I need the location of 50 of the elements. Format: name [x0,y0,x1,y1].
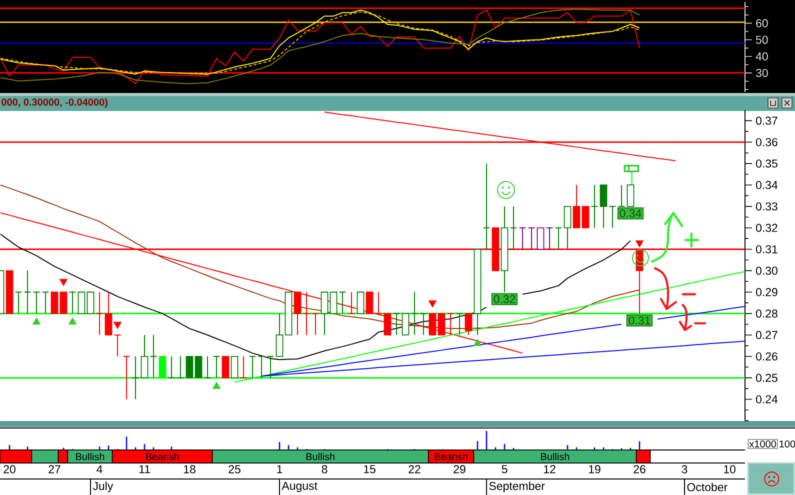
x-tick-label: 25 [228,465,240,474]
y-tick-label: 0.37 [756,116,778,125]
x-tick-label: 1 [277,465,282,474]
y-tick-label: 60 [756,19,768,28]
x-tick-label: 15 [364,465,376,474]
series-label: Bearish [434,452,468,460]
y-tick-label: 0.32 [756,224,778,232]
y-tick-label: 0.27 [756,330,778,340]
series-label: Bearish [146,452,179,460]
text: August [282,482,318,492]
annotation: 0.32 [494,295,516,304]
y-tick-label: 0.35 [756,159,778,168]
text: October [687,482,728,492]
y-tick-label: 0.28 [756,309,778,318]
y-tick-label: 0.30 [756,266,778,275]
x-tick-label: 12 [544,465,556,474]
x-tick-label: 22 [408,465,420,474]
y-tick-label: 50 [756,36,768,44]
x-tick-label: 27 [48,465,60,474]
annotation: 0.34 [620,209,642,218]
y-tick-label: 0.29 [756,288,778,296]
y-tick-label: 30 [756,68,768,77]
series-label: Bullish [76,452,104,460]
x-tick-label: 3 [682,465,688,474]
x-tick-label: 18 [184,465,196,474]
x-tick-label: 10 [724,465,736,474]
text: September [489,482,545,492]
y-tick-label: 0.36 [756,138,778,146]
x-tick-label: 5 [502,465,508,474]
x-tick-label: 20 [4,465,16,474]
x-tick-label: 11 [139,465,150,474]
x-tick-label: 8 [322,465,328,474]
y-tick-label: 40 [756,52,768,60]
y-tick-label: 0.33 [756,202,778,210]
y-tick-label: 0.26 [756,352,778,360]
annotation: 0.31 [628,316,650,325]
x-tick-label: 19 [589,465,600,474]
series-label: Bullish [541,452,570,460]
text: July [92,482,114,492]
chart-title: 000, 0.30000, -0.04000) [2,98,108,108]
y-tick-label: 0.24 [756,395,778,404]
y-tick-label: 0.34 [756,180,778,190]
x-tick-label: 4 [96,465,102,474]
y-axis-title: x1000 [749,440,776,448]
x-tick-label: 29 [454,465,466,474]
y-tick-label: 0.25 [756,374,778,382]
text: 100 [780,440,795,448]
series-label: Bullish [306,452,334,460]
y-tick-label: 0.31 [756,245,778,254]
x-tick-label: 26 [634,465,646,474]
